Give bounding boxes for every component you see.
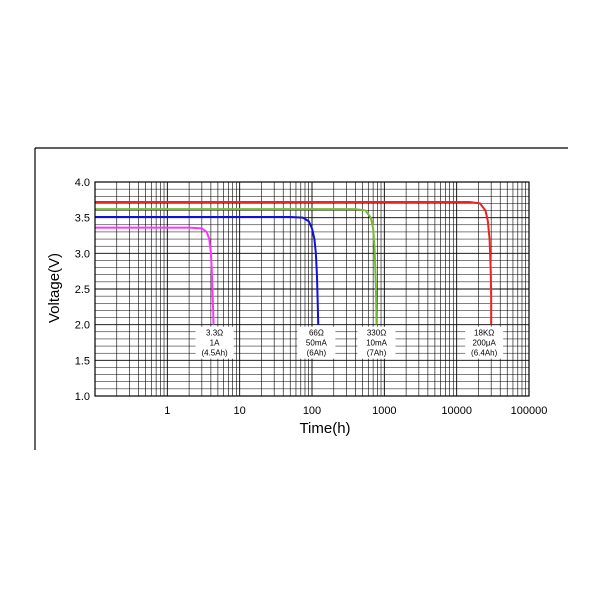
- y-tick-label: 2.5: [75, 284, 90, 296]
- series-line-4: [95, 200, 493, 325]
- plot-frame: [94, 181, 530, 397]
- series-annotation-text: 3.3Ω: [206, 329, 223, 338]
- y-tick-label: 3.5: [75, 213, 90, 225]
- x-tick-labels: 1 10 100 1000 10000 100000: [164, 405, 547, 417]
- series-annotation-text: 330Ω: [367, 329, 386, 338]
- x-tick-label: 1: [164, 405, 170, 417]
- series-annotation-text: 66Ω: [309, 329, 324, 338]
- x-tick-label: 100000: [511, 405, 548, 417]
- y-axis-title: Voltage(V): [46, 253, 63, 323]
- series-line-3: [95, 208, 378, 325]
- series-lines: [95, 200, 493, 325]
- y-tick-labels: 1.0 1.5 2.0 2.5 3.0 3.5 4.0: [75, 177, 90, 403]
- series-annotation-text: 1A: [210, 339, 220, 348]
- series-annotation-text: 50mA: [306, 339, 328, 348]
- series-annotation-text: (6Ah): [307, 349, 327, 358]
- y-tick-label: 1.0: [75, 391, 90, 403]
- annotation-box: [357, 326, 396, 359]
- series-annotation-text: 200μA: [473, 339, 497, 348]
- series-annotation-text: 18KΩ: [474, 329, 494, 338]
- annotation-box: [465, 326, 504, 359]
- series-annotation-text: (4.5Ah): [201, 349, 228, 358]
- x-tick-label: 10: [234, 405, 246, 417]
- y-tick-label: 4.0: [75, 177, 90, 189]
- series-annotation-text: 10mA: [366, 339, 388, 348]
- annotation-box: [297, 326, 336, 359]
- annotation-box: [195, 326, 234, 359]
- y-tick-label: 3.0: [75, 248, 90, 260]
- series-line-1: [95, 226, 215, 325]
- y-tick-label: 2.0: [75, 320, 90, 332]
- series-annotation-text: (7Ah): [367, 349, 387, 358]
- series-annotation-text: (6.4Ah): [471, 349, 498, 358]
- x-axis-title: Time(h): [299, 420, 350, 437]
- x-tick-label: 10000: [441, 405, 472, 417]
- x-tick-label: 100: [303, 405, 321, 417]
- series-line-2: [95, 215, 320, 325]
- y-tick-label: 1.5: [75, 355, 90, 367]
- x-tick-label: 1000: [372, 405, 396, 417]
